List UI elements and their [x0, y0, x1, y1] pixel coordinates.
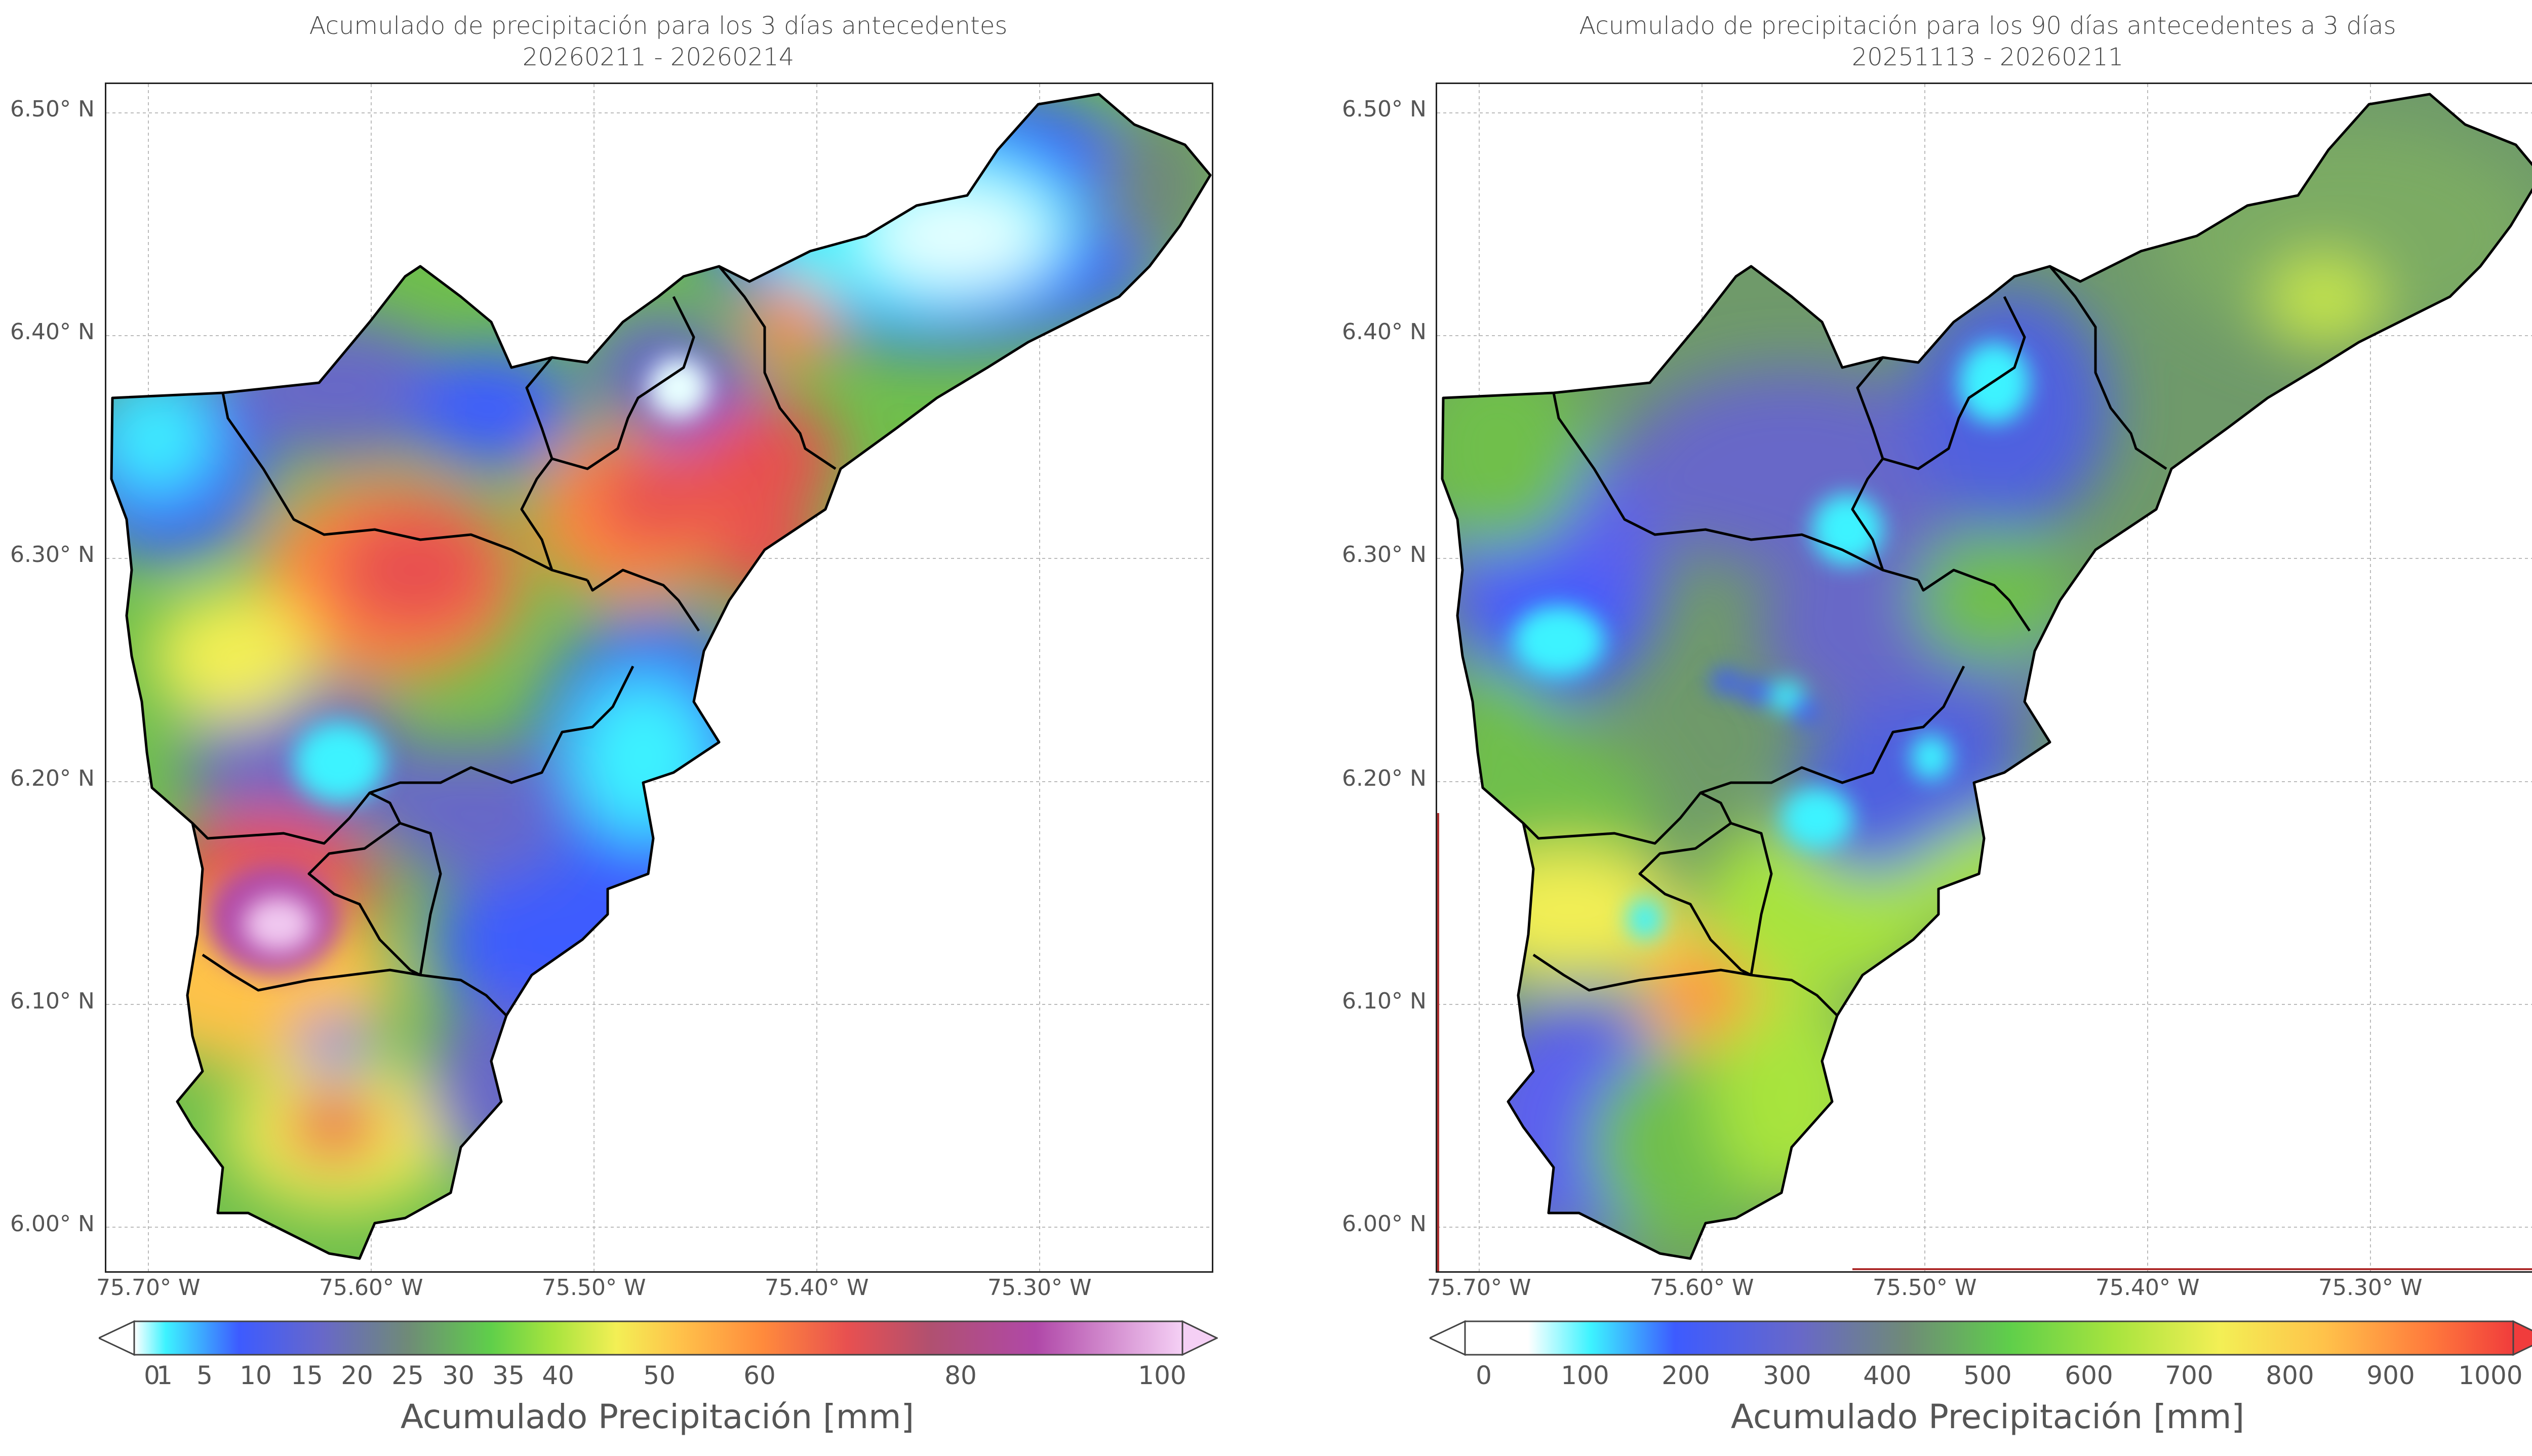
- right-cbar-tick: 900: [2366, 1361, 2415, 1390]
- right-cbar-tick: 800: [2266, 1361, 2314, 1390]
- right-cbar-tick: 0: [1476, 1361, 1492, 1390]
- left-lat-label: 6.30° N: [10, 542, 95, 568]
- left-cbar-tick: 50: [643, 1361, 676, 1390]
- right-lon-label: 75.30° W: [2318, 1275, 2423, 1301]
- right-colorbar-title: Acumulado Precipitación [mm]: [1730, 1397, 2245, 1436]
- right-cbar-tick: 100: [1561, 1361, 1609, 1390]
- left-lon-label: 75.60° W: [319, 1275, 423, 1301]
- right-boundaries: [1441, 93, 2532, 1260]
- left-colorbar: [99, 1320, 1218, 1356]
- left-cbar-tick: 0: [144, 1361, 160, 1390]
- right-lat-label: 6.30° N: [1342, 542, 1427, 568]
- right-title-line2: 20251113 - 20260211: [1851, 43, 2124, 71]
- right-map-frame: [1436, 83, 2532, 1273]
- left-lon-label: 75.30° W: [987, 1275, 1092, 1301]
- left-lat-label: 6.50° N: [10, 96, 95, 122]
- left-lon-label: 75.70° W: [96, 1275, 201, 1301]
- left-lat-label: 6.00° N: [10, 1211, 95, 1237]
- left-cbar-tick: 60: [743, 1361, 776, 1390]
- left-lat-label: 6.20° N: [10, 765, 95, 791]
- right-map-title: Acumulado de precipitación para los 90 d…: [1436, 10, 2532, 73]
- left-map-title: Acumulado de precipitación para los 3 dí…: [106, 10, 1210, 73]
- right-lat-label: 6.00° N: [1342, 1211, 1427, 1237]
- left-cbar-tick: 1: [156, 1361, 173, 1390]
- right-colorbar: [1430, 1320, 2532, 1356]
- left-cbar-tick: 10: [240, 1361, 272, 1390]
- right-cbar-tick: 200: [1661, 1361, 1710, 1390]
- right-cbar-tick: 400: [1863, 1361, 1912, 1390]
- left-lon-label: 75.40° W: [765, 1275, 869, 1301]
- left-map-frame: [105, 83, 1213, 1273]
- right-lat-label: 6.40° N: [1342, 319, 1427, 345]
- right-precip-map: [1437, 84, 2532, 1271]
- right-lon-label: 75.50° W: [1873, 1275, 1977, 1301]
- left-cbar-tick: 25: [391, 1361, 424, 1390]
- left-cbar-tick: 15: [291, 1361, 323, 1390]
- left-precip-field: [111, 94, 1210, 1259]
- left-lon-label: 75.50° W: [542, 1275, 646, 1301]
- left-boundaries: [110, 93, 1212, 1260]
- right-cbar-tick: 700: [2165, 1361, 2213, 1390]
- left-cbar-tick: 35: [492, 1361, 525, 1390]
- right-cbar-tick: 500: [1963, 1361, 2012, 1390]
- left-cbar-tick: 80: [944, 1361, 977, 1390]
- left-cbar-tick: 100: [1138, 1361, 1186, 1390]
- right-cbar-tick: 300: [1763, 1361, 1811, 1390]
- right-cbar-tick: 1000: [2458, 1361, 2523, 1390]
- right-lon-label: 75.60° W: [1650, 1275, 1754, 1301]
- right-cbar-tick: 600: [2065, 1361, 2113, 1390]
- left-cbar-tick: 20: [341, 1361, 373, 1390]
- left-lat-label: 6.40° N: [10, 319, 95, 345]
- right-lat-label: 6.50° N: [1342, 96, 1427, 122]
- right-lon-label: 75.40° W: [2095, 1275, 2200, 1301]
- right-lon-label: 75.70° W: [1427, 1275, 1531, 1301]
- right-lat-label: 6.10° N: [1342, 988, 1427, 1014]
- right-title-line1: Acumulado de precipitación para los 90 d…: [1579, 12, 2396, 40]
- left-cbar-tick: 40: [542, 1361, 574, 1390]
- left-cbar-tick: 30: [442, 1361, 474, 1390]
- left-cbar-tick: 5: [196, 1361, 213, 1390]
- left-lat-label: 6.10° N: [10, 988, 95, 1014]
- left-precip-map: [106, 84, 1212, 1271]
- left-title-line2: 20260211 - 20260214: [522, 43, 795, 71]
- right-lat-label: 6.20° N: [1342, 765, 1427, 791]
- left-title-line1: Acumulado de precipitación para los 3 dí…: [309, 12, 1008, 40]
- left-colorbar-title: Acumulado Precipitación [mm]: [400, 1397, 915, 1436]
- right-precip-field: [1442, 94, 2532, 1259]
